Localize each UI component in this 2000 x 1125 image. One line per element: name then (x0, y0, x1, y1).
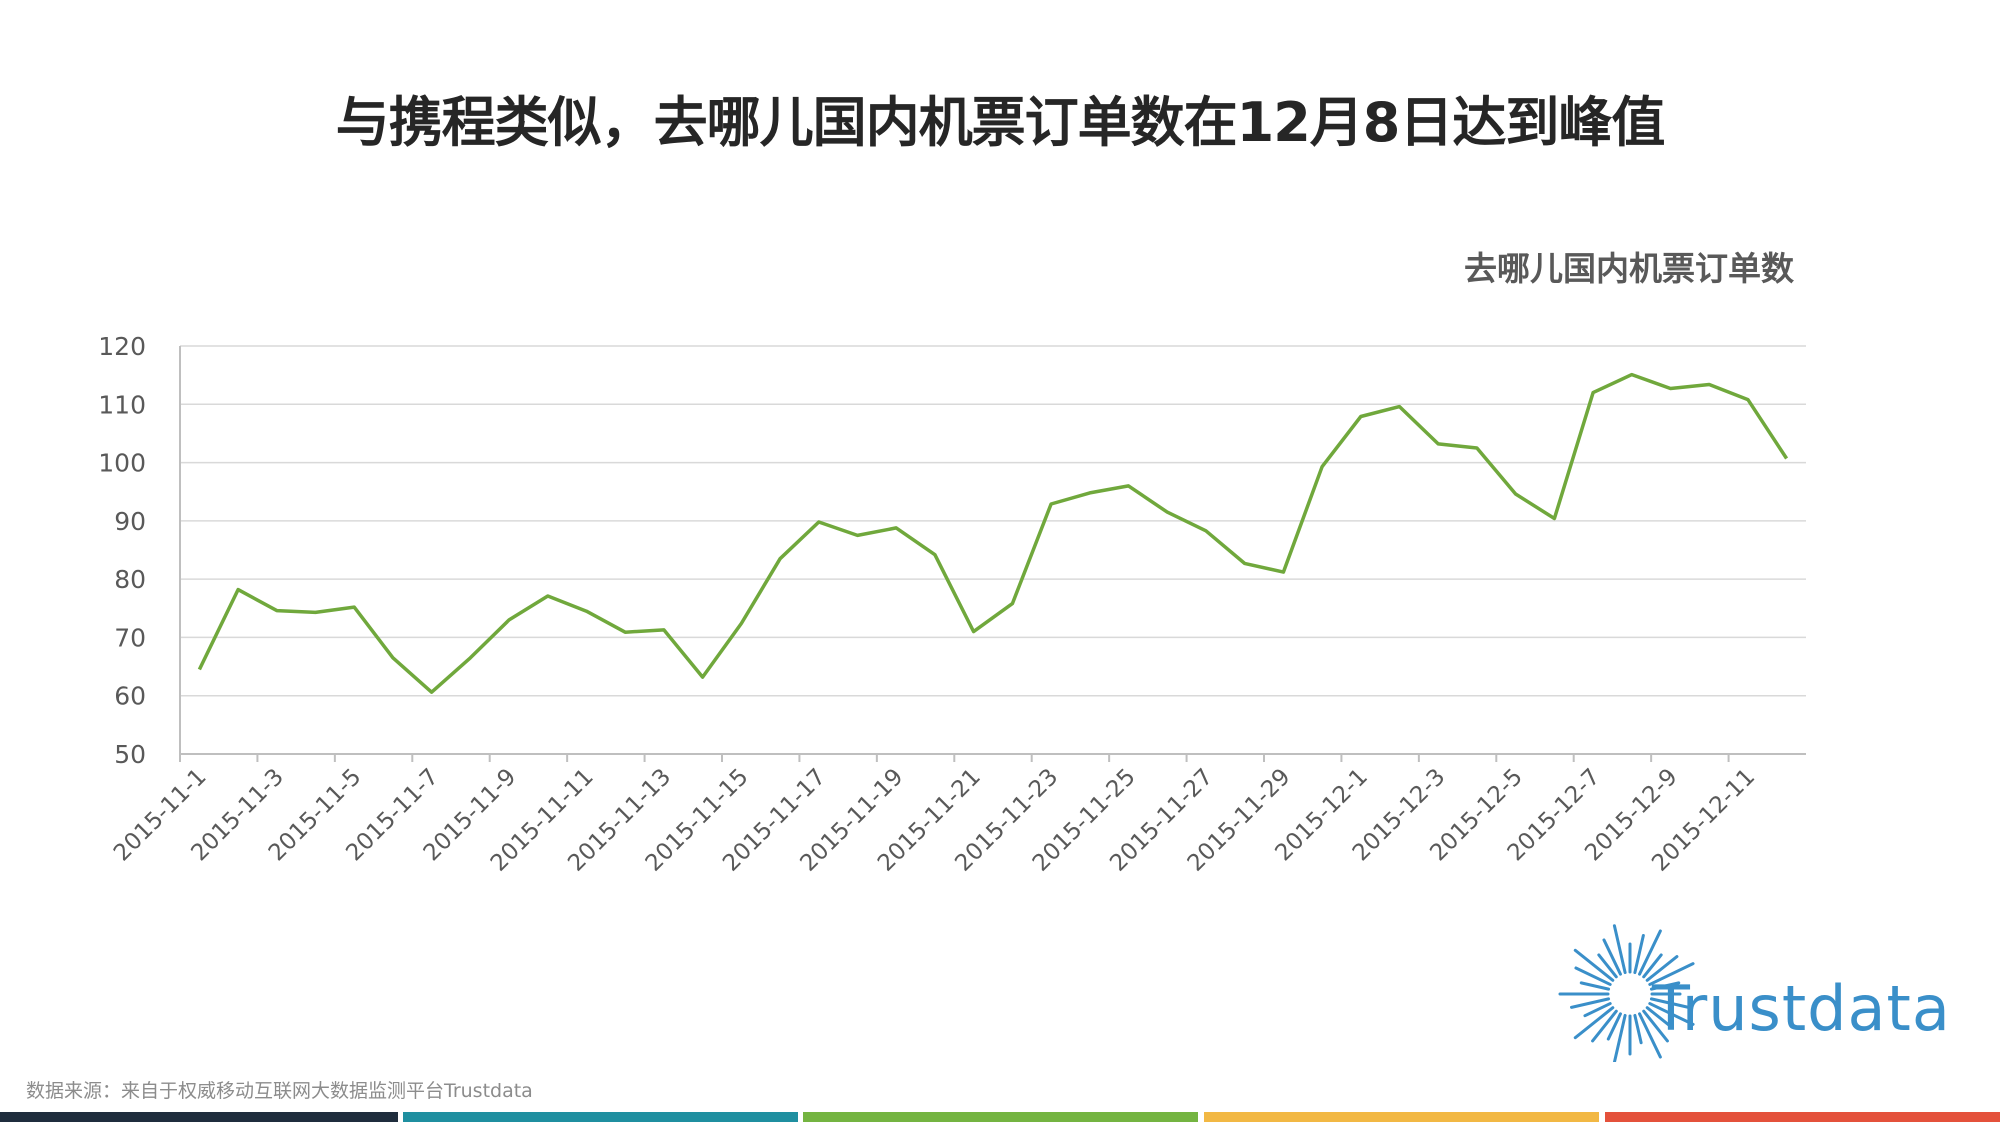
y-tick-label: 70 (114, 623, 146, 652)
y-tick-label: 60 (114, 682, 146, 711)
x-axis-tick-labels: 2015-11-12015-11-32015-11-52015-11-72015… (109, 764, 1760, 877)
series-layer (197, 372, 1789, 694)
series-line (197, 372, 1789, 694)
data-source-note: 数据来源：来自于权威移动互联网大数据监测平台Trustdata (26, 1080, 533, 1102)
series-label: 去哪儿国内机票订单数 (1464, 249, 1794, 288)
footer-stripe-4 (1204, 1112, 1599, 1122)
y-tick-label: 100 (98, 449, 146, 478)
y-tick-label: 120 (98, 332, 146, 361)
footer-stripe-5 (1605, 1112, 2000, 1122)
page-title: 与携程类似，去哪儿国内机票订单数在12月8日达到峰值 (335, 91, 1666, 154)
y-axis-tick-labels: 50 60 70 80 90 100 110 120 (98, 332, 146, 769)
footer-stripe-3 (803, 1112, 1198, 1122)
y-tick-label: 110 (98, 390, 146, 419)
trustdata-logo-icon (1558, 924, 1695, 1062)
line-chart: 50 60 70 80 90 100 110 120 2015-11-12015-11-320… (98, 332, 1806, 877)
logo-text: Trustdata (1652, 972, 1951, 1045)
y-tick-label: 90 (114, 507, 146, 536)
grid-lines (180, 345, 1806, 697)
y-tick-label: 50 (114, 740, 146, 769)
y-tick-label: 80 (114, 565, 146, 594)
footer-stripe-2 (403, 1112, 798, 1122)
x-axis (179, 346, 1806, 762)
footer-stripe-1 (0, 1112, 398, 1122)
